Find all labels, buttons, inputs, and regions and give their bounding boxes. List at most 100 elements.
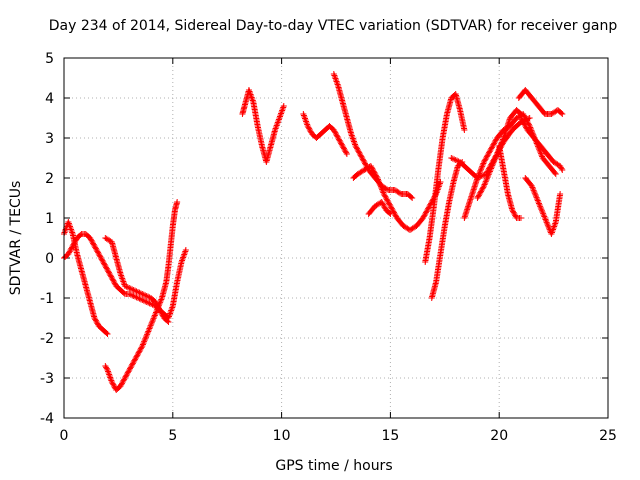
data-point: [343, 151, 350, 157]
data-point: [483, 175, 490, 182]
data-point: [487, 167, 494, 173]
data-point: [509, 207, 516, 213]
data-point: [124, 371, 131, 377]
data-point: [333, 131, 339, 137]
data-point: [530, 185, 537, 192]
data-point: [531, 188, 538, 195]
data-point: [132, 356, 139, 363]
data-point: [146, 300, 153, 307]
data-point: [164, 318, 171, 324]
data-point: [485, 171, 492, 178]
data-point: [492, 155, 499, 162]
data-point: [136, 289, 143, 296]
data-point: [532, 191, 539, 198]
data-point: [147, 322, 154, 329]
data-point: [359, 155, 366, 161]
data-point: [533, 194, 540, 201]
data-point: [280, 103, 287, 109]
data-point: [123, 372, 130, 379]
data-point: [558, 110, 565, 116]
data-point: [142, 335, 149, 342]
data-point: [95, 251, 102, 257]
data-point: [491, 158, 498, 165]
data-point: [130, 287, 137, 293]
data-point: [134, 351, 141, 357]
data-point: [543, 219, 550, 226]
data-point: [335, 135, 342, 141]
data-point: [133, 294, 140, 301]
data-point: [530, 187, 537, 194]
data-point: [156, 305, 163, 312]
data-point: [68, 244, 75, 251]
data-point: [372, 172, 379, 179]
data-point: [383, 195, 390, 201]
data-point: [101, 261, 108, 268]
data-point: [127, 291, 134, 298]
data-point: [489, 143, 496, 149]
data-point: [88, 237, 95, 244]
data-point: [65, 251, 72, 257]
data-point: [142, 334, 149, 341]
data-point: [491, 156, 498, 163]
data-point: [408, 194, 415, 200]
data-point: [378, 199, 385, 205]
data-point: [66, 249, 73, 256]
data-point: [377, 182, 384, 189]
data-point: [475, 173, 482, 180]
data-point: [372, 171, 379, 177]
data-point: [540, 212, 547, 219]
data-point: [387, 211, 394, 217]
data-point: [370, 168, 377, 175]
data-point: [538, 207, 545, 214]
data-point: [475, 192, 482, 199]
data-point: [422, 209, 429, 216]
data-point: [148, 301, 155, 307]
data-point: [91, 315, 98, 321]
data-point: [420, 215, 427, 221]
data-point: [143, 332, 150, 339]
data-point: [70, 241, 77, 248]
data-point: [136, 348, 143, 355]
data-point: [142, 298, 149, 305]
data-point: [354, 147, 361, 153]
data-point: [380, 201, 387, 208]
data-point: [330, 127, 337, 133]
x-tick-label: 25: [599, 428, 617, 444]
data-point: [93, 247, 100, 253]
data-point: [480, 183, 487, 189]
data-point: [141, 338, 148, 345]
data-point: [122, 373, 129, 380]
data-point: [359, 156, 366, 163]
data-point: [103, 365, 110, 372]
data-point: [104, 331, 111, 337]
data-point: [109, 380, 116, 387]
data-point: [479, 163, 486, 170]
y-tick-label: 4: [45, 91, 54, 107]
data-point: [559, 111, 566, 117]
data-point: [91, 243, 98, 249]
data-point: [390, 208, 397, 215]
data-point: [540, 210, 547, 217]
data-point: [478, 188, 485, 195]
data-point: [522, 123, 529, 129]
data-point: [125, 368, 132, 375]
data-point: [483, 177, 490, 184]
data-point: [137, 296, 144, 303]
data-point: [335, 136, 342, 143]
data-point: [491, 140, 498, 147]
data-point: [356, 149, 363, 156]
data-point: [338, 140, 345, 147]
data-point: [477, 189, 484, 196]
data-point: [98, 256, 105, 263]
data-point: [383, 196, 390, 203]
data-point: [110, 277, 117, 284]
data-point: [108, 273, 115, 280]
x-axis-label: GPS time / hours: [275, 458, 392, 474]
data-point: [90, 241, 97, 248]
data-point: [382, 193, 389, 200]
data-point: [147, 324, 154, 331]
y-tick-label: 5: [45, 51, 54, 67]
data-point: [119, 380, 126, 387]
data-point: [380, 203, 387, 209]
data-point: [386, 210, 393, 216]
